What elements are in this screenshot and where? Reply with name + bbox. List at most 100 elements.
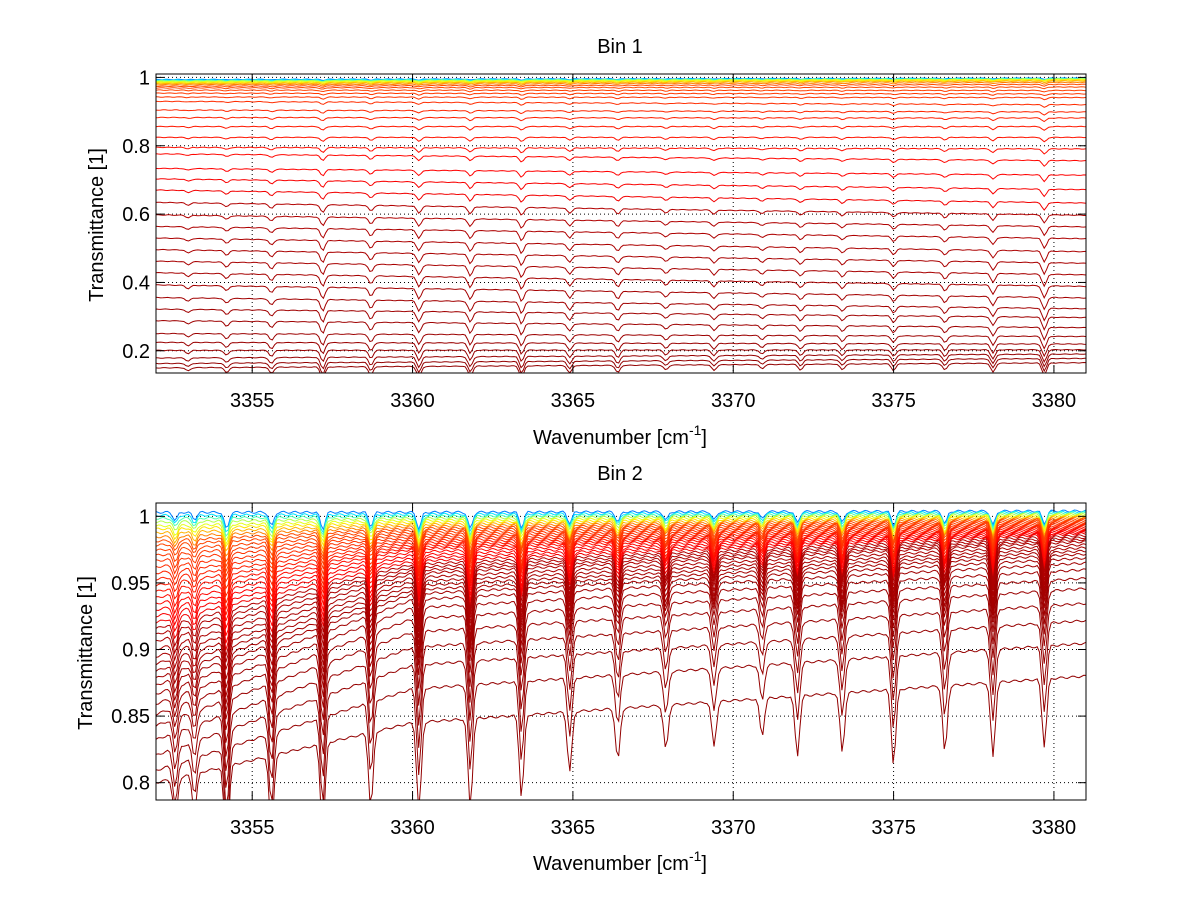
- spectrum-series-line: [156, 524, 1086, 604]
- bin-1-chart: Bin 1 3355 3360 3365 3370 3375 3380 0.2 0.4 0.6 0…: [86, 36, 1087, 449]
- x-tick-label: 3370: [711, 817, 756, 839]
- spectrum-series-line: [156, 531, 1086, 644]
- bin-2-x-axis-label-main: Wavenumber [cm: [533, 853, 689, 875]
- spectrum-series-line: [156, 80, 1086, 86]
- bin-2-chart: Bin 2 3355 3360 3365 3370 3375 3380 0.8 0.85 0.9…: [75, 463, 1087, 875]
- y-tick-label: 0.9: [122, 640, 150, 662]
- spectrum-series-line: [156, 89, 1086, 93]
- bin-1-x-axis-label-main: Wavenumber [cm: [533, 427, 689, 449]
- spectrum-series-line: [156, 528, 1086, 622]
- spectrum-series-line: [156, 674, 1086, 800]
- spectrum-series-line: [156, 577, 1086, 757]
- spectrum-series-line: [156, 361, 1086, 373]
- spectrum-series-line: [156, 225, 1086, 250]
- spectrum-series-line: [156, 556, 1086, 720]
- bin-1-plot-area: 3355 3360 3365 3370 3375 3380 0.2 0.4 0.6 0.8 1: [122, 67, 1087, 412]
- spectrum-series-line: [156, 540, 1086, 680]
- spectrum-series-line: [156, 348, 1086, 363]
- spectrum-series-line: [156, 549, 1086, 705]
- y-tick-label: 0.2: [122, 341, 150, 363]
- y-tick-label: 0.85: [111, 706, 150, 728]
- x-tick-label: 3375: [871, 390, 916, 412]
- spectrum-series-line: [156, 602, 1086, 788]
- spectrum-series-line: [156, 92, 1086, 97]
- bin-2-plot-area: 3355 3360 3365 3370 3375 3380 0.8 0.85 0.9 0.95 1: [111, 502, 1087, 839]
- spectrum-series-line: [156, 538, 1086, 670]
- x-tick-label: 3365: [551, 817, 596, 839]
- x-tick-label: 3360: [390, 817, 435, 839]
- spectrum-series-line: [156, 167, 1086, 183]
- spectrum-series-line: [156, 100, 1086, 108]
- spectrum-series-line: [156, 546, 1086, 697]
- spectrum-series-line: [156, 296, 1086, 322]
- series-group: [156, 77, 1086, 373]
- spectrum-series-line: [156, 81, 1086, 87]
- spectrum-series-line: [156, 553, 1086, 712]
- bin-1-y-axis-label: Transmittance [1]: [86, 148, 108, 302]
- spectrum-series-line: [156, 523, 1086, 598]
- spectrum-series-line: [156, 189, 1086, 211]
- spectrum-series-line: [156, 125, 1086, 131]
- spectrum-series-line: [156, 237, 1086, 264]
- y-tick-label: 0.8: [122, 136, 150, 158]
- spectrum-series-line: [156, 284, 1086, 311]
- spectrum-series-line: [156, 510, 1086, 534]
- spectrum-series-line: [156, 511, 1086, 538]
- spectrum-series-line: [156, 109, 1086, 116]
- axes-frame: [155, 73, 1087, 374]
- bin-2-x-axis-label-superscript: -1: [689, 848, 702, 864]
- spectrum-series-line: [156, 568, 1086, 743]
- spectrum-series-line: [156, 248, 1086, 276]
- spectrum-series-line: [156, 271, 1086, 299]
- spectrum-series-line: [156, 517, 1086, 563]
- spectrum-series-line: [156, 528, 1086, 630]
- series-group: [156, 509, 1086, 800]
- spectrum-series-line: [156, 515, 1086, 552]
- bin-2-y-axis-label: Transmittance [1]: [75, 576, 97, 730]
- spectrum-series-line: [156, 214, 1086, 237]
- bin-2-x-axis-label: Wavenumber [cm-1]: [533, 848, 707, 875]
- spectrum-series-line: [156, 357, 1086, 373]
- spectrum-series-line: [156, 536, 1086, 663]
- y-tick-label: 0.6: [122, 204, 150, 226]
- spectrum-series-line: [156, 83, 1086, 88]
- spectrum-series-line: [156, 514, 1086, 548]
- x-tick-label: 3370: [711, 390, 756, 412]
- spectrum-series-line: [156, 532, 1086, 651]
- bin-2-x-axis-label-end: ]: [701, 853, 707, 875]
- x-tick-label: 3360: [390, 390, 435, 412]
- y-tick-label: 1: [139, 67, 150, 89]
- spectrum-series-line: [156, 86, 1086, 90]
- spectrum-series-line: [156, 332, 1086, 350]
- spectrum-series-line: [156, 512, 1086, 542]
- spectrum-series-line: [156, 153, 1086, 167]
- spectrum-series-line: [156, 96, 1086, 101]
- x-tick-label: 3375: [871, 817, 916, 839]
- axes-frame: [155, 502, 1087, 801]
- bin-1-title: Bin 1: [597, 36, 643, 58]
- x-tick-label: 3355: [230, 817, 275, 839]
- spectrum-series-line: [156, 136, 1086, 143]
- x-tick-label: 3365: [551, 390, 596, 412]
- spectrum-series-line: [156, 619, 1086, 800]
- spectrum-series-line: [156, 521, 1086, 583]
- spectrum-series-line: [156, 561, 1086, 731]
- x-tick-label: 3380: [1032, 817, 1077, 839]
- spectrum-series-line: [156, 353, 1086, 370]
- spectrum-series-line: [156, 146, 1086, 155]
- x-tick-label: 3380: [1032, 390, 1077, 412]
- x-tick-label: 3355: [230, 390, 275, 412]
- bin-2-title: Bin 2: [597, 463, 643, 485]
- y-tick-label: 1: [139, 506, 150, 528]
- y-tick-label: 0.8: [122, 773, 150, 795]
- spectrum-series-line: [156, 319, 1086, 342]
- bin-1-x-axis-label-superscript: -1: [689, 422, 702, 438]
- spectrum-series-line: [156, 260, 1086, 288]
- y-tick-label: 0.95: [111, 573, 150, 595]
- spectrum-series-line: [156, 201, 1086, 224]
- bin-1-x-axis-label-end: ]: [701, 427, 707, 449]
- spectrum-series-line: [156, 543, 1086, 689]
- spectrum-series-line: [156, 116, 1086, 123]
- spectrum-series-line: [156, 79, 1086, 85]
